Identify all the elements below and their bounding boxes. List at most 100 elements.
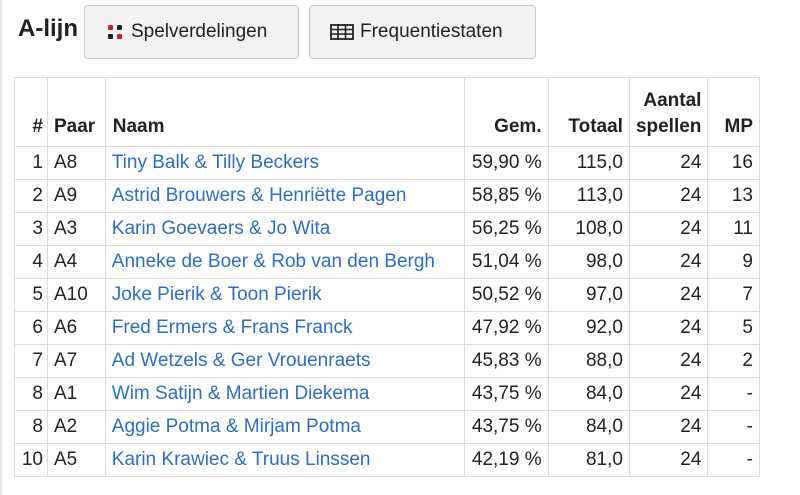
mp-cell: - [707,377,760,411]
gem-cell: 59,90 % [463,146,549,180]
mp-cell: 7 [707,278,760,312]
col-header-aantal-line1: Aantal [643,90,702,111]
mp-cell: 11 [707,212,760,246]
col-header-aantal-spellen[interactable]: Aantal spellen [628,77,709,147]
pair-name-link[interactable]: Ad Wetzels & Ger Vrouenraets [104,344,465,378]
totaal-cell: 88,0 [547,344,630,378]
gem-cell: 43,75 % [463,410,549,444]
gem-cell: 45,83 % [463,344,549,378]
paar-cell: A6 [46,311,106,345]
spelverdelingen-button[interactable]: Spelverdelingen [84,5,299,59]
spellen-cell: 24 [628,410,709,444]
gem-cell: 56,25 % [463,212,549,246]
paar-cell: A7 [46,344,106,378]
rank-cell: 8 [14,410,48,444]
pair-name-link[interactable]: Astrid Brouwers & Henriëtte Pagen [104,179,465,213]
results-table-container: # Paar Naam Gem. Totaal Aantal spellen M… [14,77,760,477]
col-header-rank[interactable]: # [14,77,48,147]
table-row: 4 A4 Anneke de Boer & Rob van den Bergh 51,… [14,245,760,279]
paar-cell: A10 [46,278,106,312]
gem-cell: 58,85 % [463,179,549,213]
rank-cell: 10 [14,443,48,477]
paar-cell: A2 [46,410,106,444]
totaal-cell: 98,0 [547,245,630,279]
spellen-cell: 24 [628,443,709,477]
col-header-mp[interactable]: MP [707,77,760,147]
totaal-cell: 115,0 [547,146,630,180]
paar-cell: A8 [46,146,106,180]
left-border [0,0,2,495]
table-row: 1 A8 Tiny Balk & Tilly Beckers 59,90 % 115,0… [14,146,760,180]
results-table: # Paar Naam Gem. Totaal Aantal spellen M… [14,77,760,477]
mp-cell: 16 [707,146,760,180]
table-body: 1 A8 Tiny Balk & Tilly Beckers 59,90 % 115,0… [14,146,760,477]
page-title: A-lijn [18,15,78,42]
mp-cell: 9 [707,245,760,279]
totaal-cell: 92,0 [547,311,630,345]
col-header-paar[interactable]: Paar [46,77,106,147]
table-row: 3 A3 Karin Goevaers & Jo Wita 56,25 % 108,0 2… [14,212,760,246]
pair-name-link[interactable]: Joke Pierik & Toon Pierik [104,278,465,312]
col-header-gem[interactable]: Gem. [463,77,549,147]
paar-cell: A4 [46,245,106,279]
table-row: 6 A6 Fred Ermers & Frans Franck 47,92 % 92,0… [14,311,760,345]
spellen-cell: 24 [628,179,709,213]
table-row: 5 A10 Joke Pierik & Toon Pierik 50,52 % 97,0… [14,278,760,312]
mp-cell: 2 [707,344,760,378]
spellen-cell: 24 [628,311,709,345]
rank-cell: 1 [14,146,48,180]
table-header-row: # Paar Naam Gem. Totaal Aantal spellen M… [14,77,760,147]
pair-name-link[interactable]: Anneke de Boer & Rob van den Bergh [104,245,465,279]
frequentiestaten-label: Frequentiestaten [360,21,503,42]
rank-cell: 7 [14,344,48,378]
gem-cell: 43,75 % [463,377,549,411]
paar-cell: A3 [46,212,106,246]
pair-name-link[interactable]: Aggie Potma & Mirjam Potma [104,410,465,444]
table-row: 10 A5 Karin Krawiec & Truus Linssen 42,19 %… [14,443,760,477]
mp-cell: - [707,410,760,444]
table-row: 8 A2 Aggie Potma & Mirjam Potma 43,75 % 84,0… [14,410,760,444]
rank-cell: 4 [14,245,48,279]
mp-cell: 5 [707,311,760,345]
pair-name-link[interactable]: Wim Satijn & Martien Diekema [104,377,465,411]
paar-cell: A9 [46,179,106,213]
col-header-naam[interactable]: Naam [104,77,465,147]
paar-cell: A1 [46,377,106,411]
gem-cell: 42,19 % [463,443,549,477]
table-row: 7 A7 Ad Wetzels & Ger Vrouenraets 45,83 % 88… [14,344,760,378]
totaal-cell: 84,0 [547,377,630,411]
rank-cell: 8 [14,377,48,411]
header: A-lijn Spelverdelingen [18,4,546,60]
pair-name-link[interactable]: Tiny Balk & Tilly Beckers [104,146,465,180]
rank-cell: 6 [14,311,48,345]
pair-name-link[interactable]: Fred Ermers & Frans Franck [104,311,465,345]
totaal-cell: 81,0 [547,443,630,477]
gem-cell: 47,92 % [463,311,549,345]
table-icon [330,24,354,40]
spellen-cell: 24 [628,245,709,279]
mp-cell: - [707,443,760,477]
spellen-cell: 24 [628,146,709,180]
spelverdelingen-label: Spelverdelingen [131,21,268,42]
col-header-totaal[interactable]: Totaal [547,77,630,147]
table-row: 2 A9 Astrid Brouwers & Henriëtte Pagen 58,8… [14,179,760,213]
rank-cell: 5 [14,278,48,312]
dice-icon [105,22,125,42]
pair-name-link[interactable]: Karin Goevaers & Jo Wita [104,212,465,246]
rank-cell: 3 [14,212,48,246]
spellen-cell: 24 [628,377,709,411]
pair-name-link[interactable]: Karin Krawiec & Truus Linssen [104,443,465,477]
rank-cell: 2 [14,179,48,213]
spellen-cell: 24 [628,344,709,378]
spellen-cell: 24 [628,278,709,312]
frequentiestaten-button[interactable]: Frequentiestaten [309,5,536,59]
totaal-cell: 97,0 [547,278,630,312]
gem-cell: 51,04 % [463,245,549,279]
paar-cell: A5 [46,443,106,477]
totaal-cell: 108,0 [547,212,630,246]
totaal-cell: 113,0 [547,179,630,213]
gem-cell: 50,52 % [463,278,549,312]
table-row: 8 A1 Wim Satijn & Martien Diekema 43,75 % 84… [14,377,760,411]
col-header-aantal-line2: spellen [635,116,702,137]
